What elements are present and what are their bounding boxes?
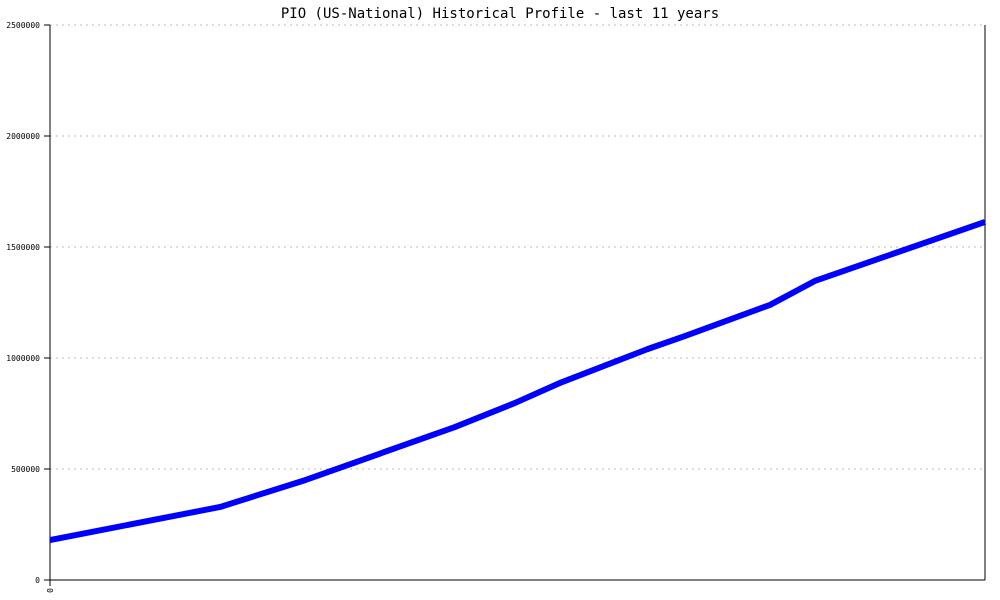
chart-title: PIO (US-National) Historical Profile - l…	[281, 6, 719, 22]
x-tick-label: 0	[46, 588, 55, 593]
y-tick-label: 1000000	[6, 354, 40, 363]
y-tick-label: 0	[35, 576, 40, 585]
y-tick-label: 500000	[11, 465, 40, 474]
y-tick-label: 1500000	[6, 243, 40, 252]
y-tick-label: 2000000	[6, 132, 40, 141]
series-line	[49, 219, 986, 543]
y-tick-label: 2500000	[6, 21, 40, 30]
